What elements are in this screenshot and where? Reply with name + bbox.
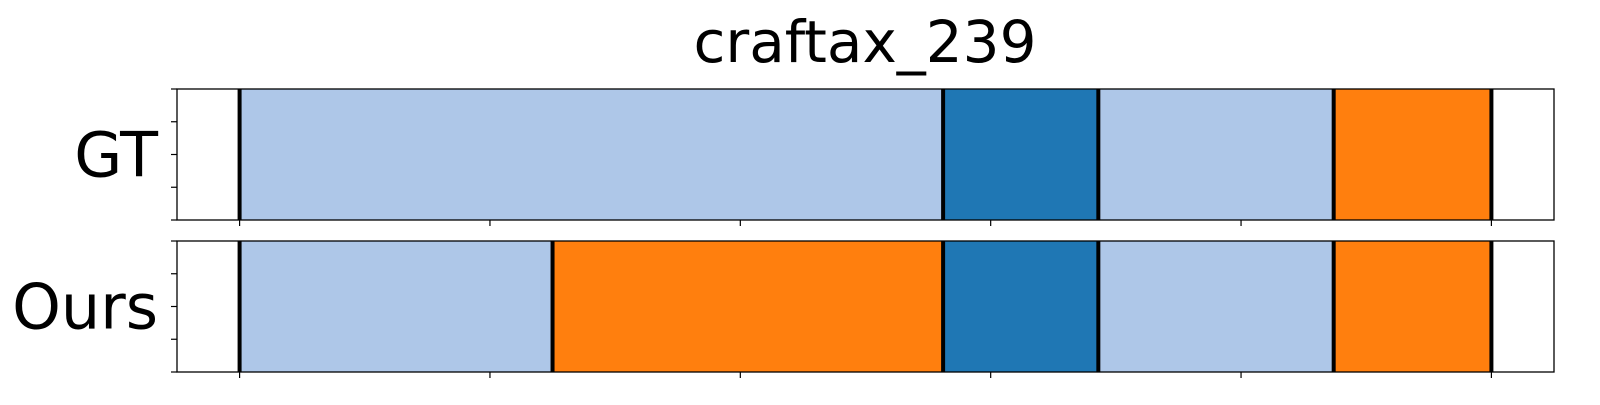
segment-gt-0 — [239, 89, 944, 220]
segment-gt-2 — [1098, 89, 1334, 220]
segment-ours-4 — [1333, 241, 1492, 372]
row-label-gt: GT — [74, 119, 159, 192]
row-label-ours: Ours — [12, 271, 158, 344]
segment-ours-2 — [943, 241, 1099, 372]
segment-ours-1 — [552, 241, 944, 372]
chart-title: craftax_239 — [694, 8, 1037, 76]
segment-ours-0 — [239, 241, 553, 372]
rows-layer: GT Ours — [12, 88, 1555, 378]
row-gt: GT — [74, 88, 1555, 226]
segment-gt-1 — [943, 89, 1099, 220]
row-ours: Ours — [12, 240, 1555, 378]
segment-gt-3 — [1333, 89, 1492, 220]
segment-ours-3 — [1098, 241, 1334, 372]
